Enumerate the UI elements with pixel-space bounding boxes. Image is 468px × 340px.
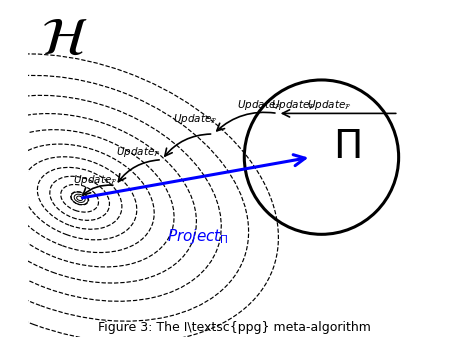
Text: $Update_{\mathcal{F}}$: $Update_{\mathcal{F}}$ bbox=[117, 145, 161, 159]
Text: $Update_{\mathcal{F}}$: $Update_{\mathcal{F}}$ bbox=[173, 112, 218, 125]
Text: $\mathcal{H}$: $\mathcal{H}$ bbox=[41, 13, 88, 65]
Text: $Update_{\mathcal{F}}$: $Update_{\mathcal{F}}$ bbox=[237, 98, 282, 112]
Text: $Update_{\mathcal{F}}$: $Update_{\mathcal{F}}$ bbox=[307, 98, 351, 112]
Text: $Update_{\mathcal{F}}$: $Update_{\mathcal{F}}$ bbox=[271, 98, 315, 112]
Text: Figure 3: The I\textsc{ppg} meta-algorithm: Figure 3: The I\textsc{ppg} meta-algorit… bbox=[97, 321, 371, 334]
Text: $\Pi$: $\Pi$ bbox=[333, 128, 361, 166]
Text: $\mathit{Project}_{\Pi}$: $\mathit{Project}_{\Pi}$ bbox=[167, 226, 229, 245]
Text: $Update_{\mathcal{F}}$: $Update_{\mathcal{F}}$ bbox=[73, 173, 117, 187]
